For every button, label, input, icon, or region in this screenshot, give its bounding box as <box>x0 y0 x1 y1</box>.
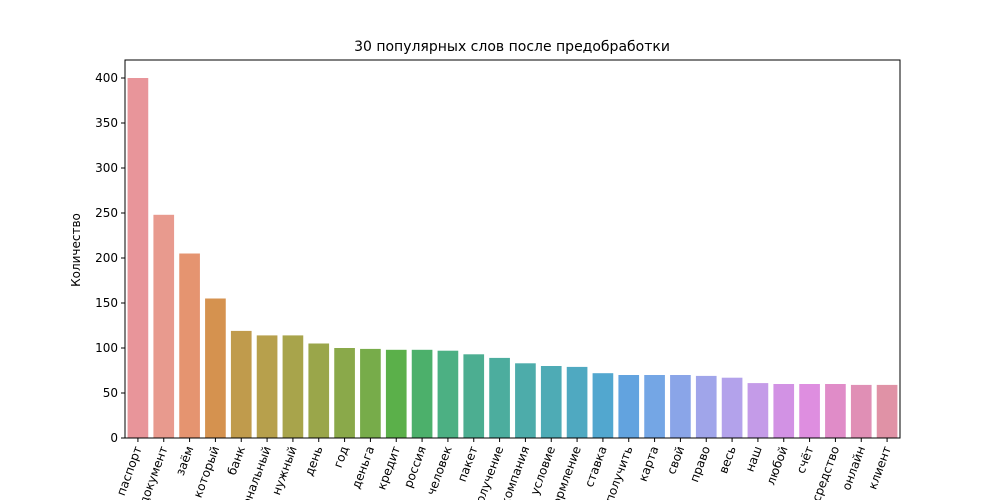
bar <box>411 349 433 438</box>
bar <box>644 375 665 438</box>
x-tick-label: заём <box>173 444 196 477</box>
bar <box>256 335 278 438</box>
x-tick-label: пакет <box>455 444 481 483</box>
x-tick-label: россия <box>401 444 429 489</box>
bar <box>799 384 820 438</box>
bar <box>127 78 149 438</box>
y-tick-label: 300 <box>95 161 118 175</box>
y-tick-label: 350 <box>95 116 118 130</box>
bar <box>153 214 175 438</box>
bar <box>670 375 691 438</box>
y-tick-label: 50 <box>103 386 118 400</box>
x-tick-label: клиент <box>865 444 894 491</box>
bar <box>385 349 407 438</box>
bar <box>437 350 459 438</box>
x-tick-label: человек <box>424 444 455 497</box>
bar <box>360 348 381 438</box>
x-tick-label: который <box>191 444 223 499</box>
bar <box>721 377 743 438</box>
x-tick-label: кредит <box>374 444 403 491</box>
bar <box>308 343 330 438</box>
plot-frame <box>124 59 901 439</box>
bar <box>876 384 898 438</box>
x-tick-label: любой <box>764 444 791 487</box>
bar <box>618 375 640 438</box>
x-tick-label: ставка <box>582 444 610 489</box>
x-tick-label: весь <box>716 444 739 475</box>
bar <box>205 298 226 438</box>
bar <box>747 383 769 438</box>
y-tick-label: 200 <box>95 251 118 265</box>
y-axis-label: Количество <box>69 213 83 287</box>
bar <box>515 363 536 438</box>
bar <box>566 366 588 438</box>
bar <box>334 348 355 438</box>
bar <box>282 335 304 438</box>
x-tick-label: год <box>331 444 352 469</box>
bar <box>592 373 614 438</box>
x-tick-label: нужный <box>269 444 300 497</box>
y-tick-label: 150 <box>95 296 118 310</box>
x-tick-label: онлайн <box>839 444 868 492</box>
x-tick-label: право <box>687 444 713 484</box>
y-tick-label: 400 <box>95 71 118 85</box>
y-tick-label: 100 <box>95 341 118 355</box>
x-tick-label: наш <box>743 444 765 473</box>
bar <box>179 253 200 438</box>
x-tick-label: банк <box>225 444 248 477</box>
x-tick-label: счёт <box>794 444 817 475</box>
y-tick-label: 0 <box>110 431 118 445</box>
x-tick-label: день <box>302 444 326 478</box>
bar <box>825 384 846 438</box>
bar <box>773 384 795 438</box>
bar <box>463 354 485 438</box>
bar <box>230 330 252 438</box>
bar <box>695 375 717 438</box>
bar <box>850 384 872 438</box>
y-tick-label: 250 <box>95 206 118 220</box>
chart-title: 30 популярных слов после предобработки <box>354 39 670 55</box>
x-tick-label: свой <box>664 444 687 476</box>
bar <box>489 357 510 438</box>
x-tick-label: деньга <box>349 444 377 490</box>
bar <box>540 366 562 438</box>
x-tick-label: карта <box>636 444 662 483</box>
